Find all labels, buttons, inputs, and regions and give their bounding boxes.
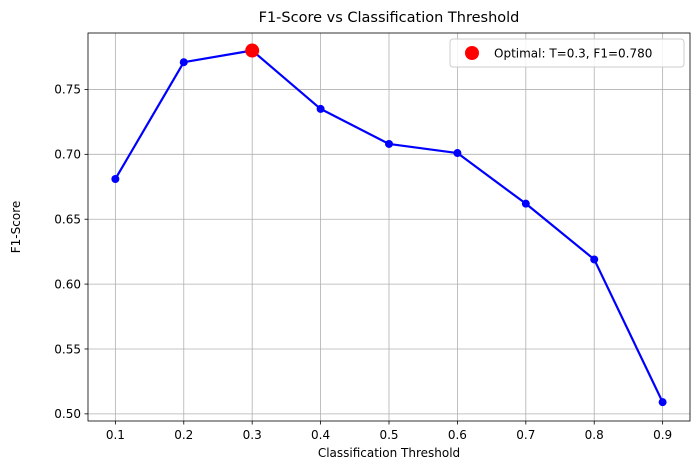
x-tick-label: 0.7	[516, 428, 535, 442]
legend: Optimal: T=0.3, F1=0.780	[449, 38, 685, 68]
x-tick-label: 0.2	[174, 428, 193, 442]
x-axis-title: Classification Threshold	[318, 446, 460, 460]
y-tick-label: 0.65	[54, 213, 81, 227]
data-point	[316, 104, 325, 113]
x-tick-label: 0.8	[585, 428, 604, 442]
data-point	[590, 255, 599, 264]
data-point	[179, 58, 188, 67]
optimal-point	[245, 43, 260, 58]
legend-marker	[465, 46, 479, 60]
data-point	[111, 174, 120, 183]
x-tick-label: 0.6	[448, 428, 467, 442]
x-tick-label: 0.3	[243, 428, 262, 442]
y-axis-ticks: 0.50 0.55 0.60 0.65 0.70 0.75	[54, 83, 88, 421]
y-tick-label: 0.75	[54, 83, 81, 97]
grid-lines	[88, 33, 690, 421]
series-layer	[111, 43, 667, 407]
x-tick-label: 0.9	[653, 428, 672, 442]
y-tick-label: 0.50	[54, 407, 81, 421]
data-point	[385, 139, 393, 148]
y-tick-label: 0.70	[54, 148, 81, 162]
x-tick-label: 0.1	[106, 428, 125, 442]
y-axis-title: F1-Score	[9, 201, 23, 253]
x-tick-label: 0.5	[379, 428, 398, 442]
data-point	[658, 398, 667, 407]
legend-label: Optimal: T=0.3, F1=0.780	[494, 46, 652, 60]
x-tick-label: 0.4	[311, 428, 330, 442]
y-tick-label: 0.60	[54, 277, 81, 291]
data-point	[453, 149, 462, 158]
x-axis-ticks: 0.1 0.2 0.3 0.4 0.5 0.6 0.7 0.8 0.9	[106, 421, 672, 442]
data-point	[521, 199, 530, 208]
legend-box	[449, 38, 685, 68]
chart-title: F1-Score vs Classification Threshold	[259, 10, 520, 26]
y-tick-label: 0.55	[54, 342, 81, 356]
